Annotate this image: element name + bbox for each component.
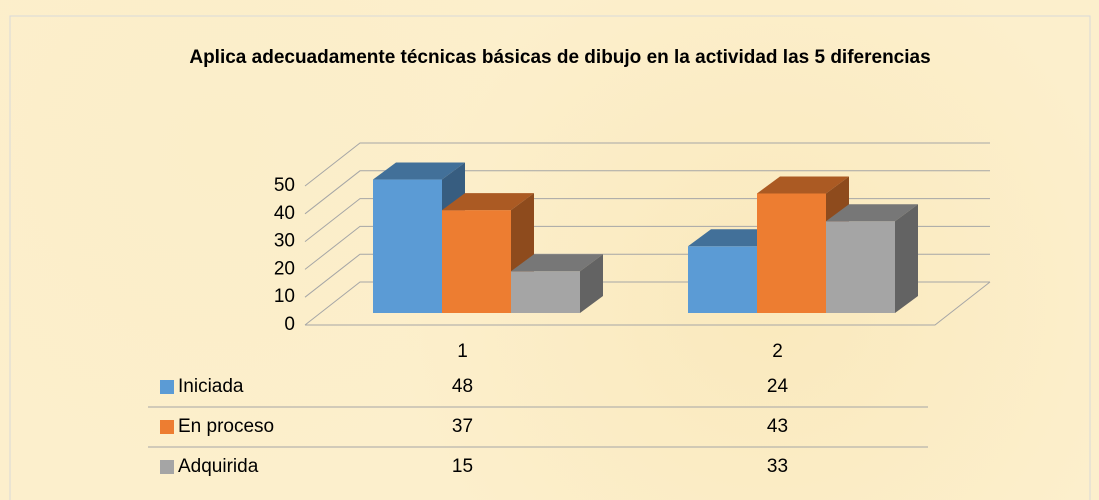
bar-top: [442, 193, 534, 211]
chart-border: [9, 15, 1091, 500]
bar-side: [580, 254, 603, 313]
bar-top: [757, 176, 849, 194]
bar-top: [511, 254, 603, 272]
y-tick-label: 30: [274, 231, 295, 252]
y-tick-label: 10: [274, 286, 295, 307]
table-value: 37: [452, 416, 473, 437]
bar-front: [373, 179, 442, 313]
chart-title: Aplica adecuadamente técnicas básicas de…: [189, 47, 931, 68]
category-label: 1: [457, 341, 468, 362]
legend-label: Iniciada: [178, 376, 244, 397]
category-label: 2: [772, 341, 783, 362]
legend-label: En proceso: [178, 416, 274, 437]
y-tick-label: 40: [274, 203, 295, 224]
table-value: 48: [452, 376, 473, 397]
bar-front: [442, 210, 511, 313]
legend-key: [160, 380, 174, 394]
legend-label: Adquirida: [178, 456, 259, 477]
bar-top: [373, 162, 465, 180]
bar-front: [511, 271, 580, 313]
bar-front: [757, 193, 826, 313]
grid-line: [304, 142, 990, 187]
grid-line: [304, 170, 990, 215]
table-value: 24: [767, 376, 789, 397]
legend-key: [160, 420, 174, 434]
floor: [305, 281, 991, 326]
table-value: 33: [767, 456, 788, 477]
y-tick-label: 20: [274, 258, 295, 279]
y-tick-label: 0: [284, 314, 295, 335]
y-tick-label: 50: [274, 175, 295, 196]
bar-front: [826, 221, 895, 313]
table-value: 43: [767, 416, 788, 437]
bar-front: [688, 246, 757, 313]
legend-key: [160, 460, 174, 474]
table-value: 15: [452, 456, 473, 477]
bar-top: [826, 204, 918, 222]
bar-side: [895, 204, 918, 313]
